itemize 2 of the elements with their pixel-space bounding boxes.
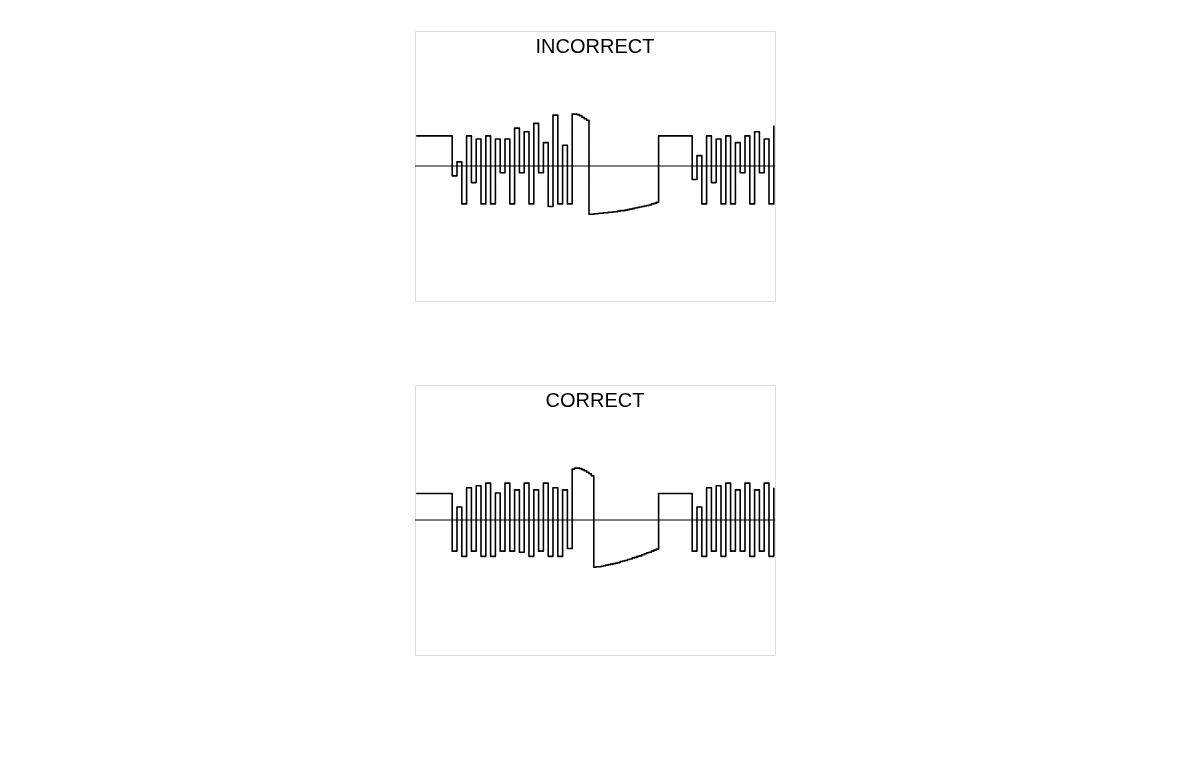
chart-title: INCORRECT: [535, 35, 655, 57]
chart-title: CORRECT: [545, 389, 645, 411]
